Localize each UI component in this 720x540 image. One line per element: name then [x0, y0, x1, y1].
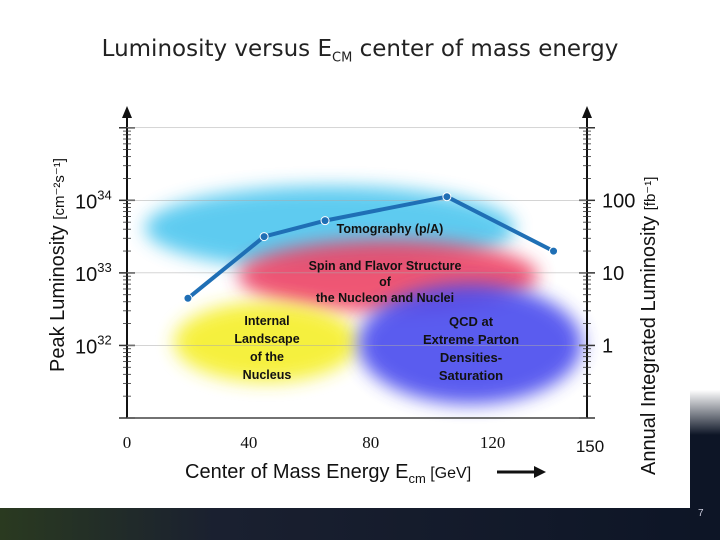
x-axis-label: Center of Mass Energy Ecm [GeV]	[185, 461, 471, 486]
x-tick-label: 80	[362, 433, 379, 452]
right-tick-label: 1	[602, 335, 613, 357]
right-tick-label: 100	[602, 190, 635, 212]
region-label-qcd: Densities-	[440, 350, 502, 365]
left-axis-arrow	[122, 106, 132, 118]
x-axis-arrow-head	[534, 466, 546, 478]
right-axis-label: Annual Integrated Luminosity [fb⁻¹]	[638, 177, 660, 475]
region-label-tomography: Tomography (p/A)	[337, 222, 444, 236]
region-label-landscape: of the	[250, 350, 284, 364]
right-axis-arrow	[582, 106, 592, 118]
region-label-landscape: Nucleus	[243, 368, 292, 382]
data-point	[183, 293, 193, 303]
x-tick-label: 120	[480, 433, 506, 452]
region-label-landscape: Landscape	[234, 332, 299, 346]
region-qcd	[358, 284, 582, 404]
data-point	[259, 232, 269, 242]
data-point	[320, 216, 330, 226]
region-label-qcd: QCD at	[449, 314, 494, 329]
region-label-qcd: Extreme Parton	[423, 332, 519, 347]
left-tick-label: 1034	[75, 187, 112, 213]
x-tick-label: 0	[123, 433, 132, 452]
right-tick-label: 10	[602, 263, 624, 285]
left-axis-label: Peak Luminosity [cm⁻²s⁻¹]	[47, 158, 69, 372]
region-label-qcd: Saturation	[439, 368, 503, 383]
region-label-spin: Spin and Flavor Structure	[309, 259, 462, 273]
footer-band	[0, 508, 720, 540]
slide-title: Luminosity versus ECM center of mass ene…	[101, 36, 619, 66]
region-label-spin: of	[379, 275, 392, 289]
x-tick-label: 150	[576, 437, 604, 456]
corner-decoration	[690, 390, 720, 540]
left-tick-label: 1032	[75, 332, 112, 358]
x-tick-label: 40	[240, 433, 257, 452]
data-point	[549, 246, 559, 256]
page-number: 7	[698, 508, 704, 519]
region-label-landscape: Internal	[244, 314, 289, 328]
region-landscape	[174, 302, 358, 382]
region-label-spin: the Nucleon and Nuclei	[316, 291, 454, 305]
data-point	[442, 192, 452, 202]
left-tick-label: 1033	[75, 260, 112, 286]
